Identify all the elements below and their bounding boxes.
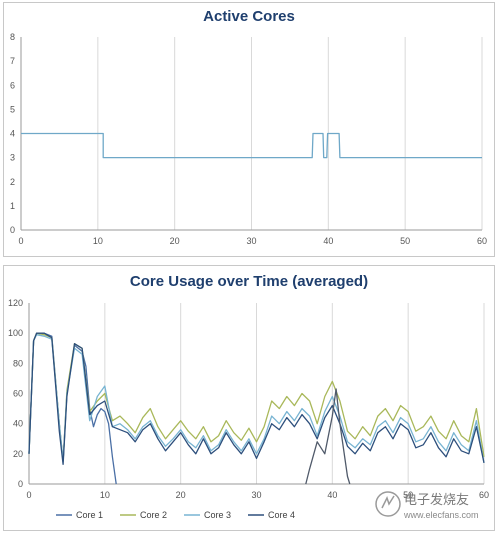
x-tick-label: 30 — [246, 236, 256, 246]
core-usage-chart: Core Usage over Time (averaged) 0 20 40 60 8… — [3, 265, 495, 531]
y-tick-label: 0 — [10, 225, 15, 235]
core-usage-plot: 0 20 40 60 80 100 120 0 10 20 30 40 50 60 Core 1 Core 2… — [8, 298, 489, 520]
watermark-logo-icon: 电子发烧友 www.elecfans.com — [375, 491, 479, 520]
x-tick-label: 50 — [400, 236, 410, 246]
y-tick-label: 4 — [10, 129, 15, 139]
series-line-3 — [28, 334, 485, 464]
y-tick-label: 1 — [10, 201, 15, 211]
y-tick-label: 20 — [13, 449, 23, 459]
watermark-title: 电子发烧友 — [404, 492, 469, 507]
x-tick-label: 60 — [477, 236, 487, 246]
x-tick-label: 0 — [18, 236, 23, 246]
legend-label-1: Core 1 — [76, 510, 103, 520]
legend-label-3: Core 3 — [204, 510, 231, 520]
active-cores-chart: Active Cores 0 1 2 3 4 5 6 7 8 0 10 20 30 40 50 60 — [3, 2, 495, 257]
x-tick-label: 50 — [403, 490, 413, 500]
y-tick-label: 60 — [13, 389, 23, 399]
series-line-5 — [305, 388, 351, 485]
x-tick-label: 0 — [26, 490, 31, 500]
y-tick-label: 8 — [10, 32, 15, 42]
y-tick-label: 6 — [10, 80, 15, 90]
y-tick-label: 100 — [8, 328, 23, 338]
x-tick-label: 60 — [479, 490, 489, 500]
active-cores-plot: 0 1 2 3 4 5 6 7 8 0 10 20 30 40 50 60 — [10, 32, 487, 246]
legend-label-2: Core 2 — [140, 510, 167, 520]
y-tick-label: 2 — [10, 177, 15, 187]
chart-title: Core Usage over Time (averaged) — [129, 273, 369, 290]
y-tick-label: 5 — [10, 104, 15, 114]
legend-label-4: Core 4 — [268, 510, 295, 520]
x-tick-label: 20 — [170, 236, 180, 246]
x-tick-label: 10 — [93, 236, 103, 246]
y-tick-label: 7 — [10, 56, 15, 66]
x-tick-label: 30 — [251, 490, 261, 500]
y-tick-label: 40 — [13, 419, 23, 429]
watermark-url: www.elecfans.com — [403, 510, 479, 520]
chart-title: Active Cores — [203, 8, 295, 25]
series-line-2 — [28, 332, 485, 463]
x-tick-label: 40 — [327, 490, 337, 500]
x-tick-label: 40 — [323, 236, 333, 246]
series-line-1 — [21, 132, 482, 159]
y-tick-label: 3 — [10, 153, 15, 163]
series-line-4 — [28, 332, 485, 466]
y-tick-label: 80 — [13, 358, 23, 368]
watermark: 电子发烧友 www.elecfans.com — [374, 484, 494, 526]
y-tick-label: 0 — [18, 479, 23, 489]
x-tick-label: 10 — [100, 490, 110, 500]
y-tick-label: 120 — [8, 298, 23, 308]
x-tick-label: 20 — [176, 490, 186, 500]
